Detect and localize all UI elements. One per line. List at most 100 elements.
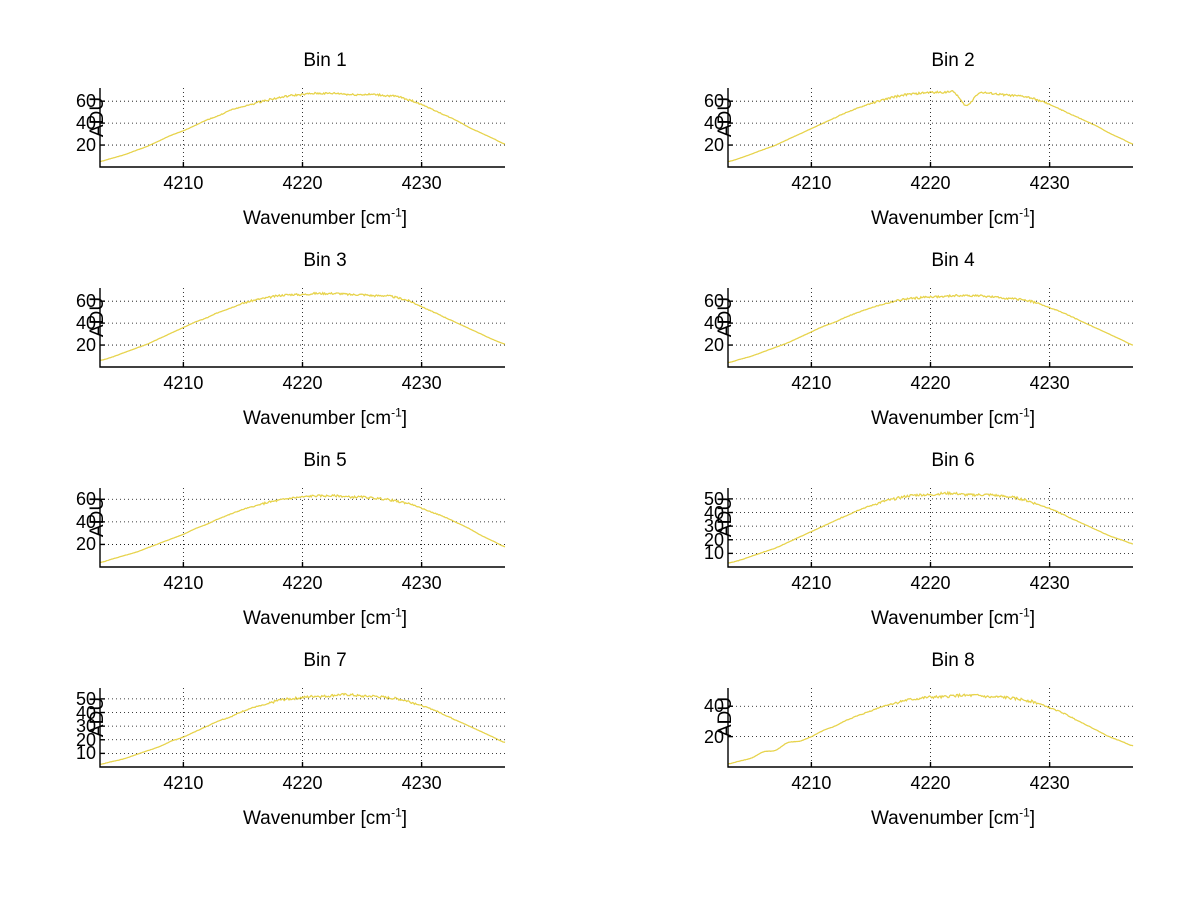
x-tick-label: 4220 — [910, 573, 951, 593]
spectrum-plot — [99, 488, 506, 568]
x-tick-label: 4210 — [163, 573, 204, 593]
x-tick-label: 4210 — [163, 773, 204, 793]
data-series-line — [727, 90, 1134, 163]
subplot-panel: Bin 2 ADU 20 40 60 4210 4220 4230 Wavenumber [cm… — [673, 50, 1200, 250]
y-tick-label: 60 — [703, 291, 724, 312]
panel-title: Bin 6 — [931, 450, 975, 471]
x-tick-label: 4220 — [282, 773, 323, 793]
x-axis-label-exponent: -1 — [1019, 805, 1030, 820]
y-tick-label: 60 — [703, 91, 724, 112]
y-tick-label: 60 — [75, 91, 96, 112]
axis-lines — [99, 488, 505, 568]
x-axis-label: Wavenumber [cm-1] — [673, 405, 1200, 430]
x-axis-label-suffix: ] — [401, 808, 408, 829]
subplot-panel: Bin 3 ADU 20 40 60 4210 4220 4230 Wavenumber [cm… — [45, 250, 605, 450]
x-axis-label-prefix: Wavenumber [cm — [870, 408, 1020, 429]
x-axis-label: Wavenumber [cm-1] — [673, 605, 1200, 630]
y-tick-label: 20 — [75, 135, 96, 156]
axis-lines — [727, 288, 1133, 368]
spectrum-plot — [727, 88, 1134, 168]
y-tick-label: 20 — [75, 335, 96, 356]
subplot-panel: Bin 1 ADU 20 40 60 4210 4220 4230 Wavenumber [cm… — [45, 50, 605, 250]
y-tick-label: 40 — [75, 313, 96, 334]
x-axis-label-exponent: -1 — [1019, 405, 1030, 420]
x-axis-label-suffix: ] — [1029, 608, 1036, 629]
x-axis-label-suffix: ] — [401, 208, 408, 229]
y-tick-label: 40 — [703, 113, 724, 134]
x-tick-label: 4220 — [282, 573, 323, 593]
plot-area: ADU 20 40 4210 4220 4230 — [704, 688, 1134, 793]
overlay-series-line — [99, 291, 506, 361]
x-tick-label: 4230 — [401, 173, 442, 193]
data-series-line — [727, 692, 1134, 765]
x-axis-label-exponent: -1 — [391, 405, 402, 420]
data-series-line — [99, 291, 506, 362]
y-tick-label: 20 — [703, 726, 724, 747]
y-tick-label: 50 — [703, 488, 724, 509]
y-tick-label: 40 — [703, 502, 724, 523]
x-tick-label: 4230 — [1029, 173, 1070, 193]
plot-area: ADU 20 40 60 4210 4220 4230 — [704, 288, 1134, 393]
panel-title: Bin 8 — [931, 650, 975, 671]
x-axis-label-suffix: ] — [1029, 208, 1036, 229]
x-tick-label: 4210 — [791, 373, 832, 393]
x-axis-label-suffix: ] — [401, 608, 408, 629]
x-tick-label: 4210 — [791, 173, 832, 193]
x-tick-label: 4210 — [791, 573, 832, 593]
x-tick-label: 4210 — [163, 173, 204, 193]
spectrum-plot — [99, 88, 506, 168]
y-tick-label: 20 — [75, 534, 96, 555]
x-tick-label: 4220 — [910, 373, 951, 393]
x-axis-label-prefix: Wavenumber [cm — [242, 408, 392, 429]
data-series-line — [99, 91, 506, 163]
plot-area: ADU 20 40 60 4210 4220 4230 — [704, 88, 1134, 193]
x-axis-label-prefix: Wavenumber [cm — [242, 808, 392, 829]
panel-title: Bin 4 — [931, 250, 975, 271]
x-axis-label-suffix: ] — [401, 408, 408, 429]
axis-lines — [727, 88, 1133, 168]
y-tick-label: 20 — [703, 529, 724, 550]
x-tick-label: 4220 — [910, 773, 951, 793]
data-series-line — [727, 293, 1134, 364]
data-series-line — [727, 490, 1134, 564]
x-axis-label: Wavenumber [cm-1] — [45, 605, 605, 630]
x-tick-label: 4230 — [1029, 573, 1070, 593]
x-tick-label: 4230 — [1029, 773, 1070, 793]
spectrum-plot — [99, 288, 506, 368]
x-tick-label: 4220 — [910, 173, 951, 193]
x-tick-label: 4210 — [163, 373, 204, 393]
subplot-panel: Bin 8 ADU 20 40 4210 4220 4230 Wavenumber [cm-1… — [673, 650, 1200, 850]
x-axis-label: Wavenumber [cm-1] — [45, 807, 605, 830]
x-axis-label-exponent: -1 — [1019, 605, 1030, 620]
x-axis-label: Wavenumber [cm-1] — [45, 405, 605, 430]
subplot-panel: Bin 6 ADU 10 20 30 40 50 4210 4220 4230 Wavenumber… — [673, 450, 1200, 650]
x-axis-label-prefix: Wavenumber [cm — [242, 608, 392, 629]
overlay-series-line — [99, 91, 506, 162]
panel-title: Bin 2 — [931, 50, 975, 71]
y-tick-label: 10 — [75, 743, 96, 764]
x-axis-label-exponent: -1 — [1019, 205, 1030, 220]
y-tick-label: 30 — [703, 516, 724, 537]
x-axis-label: Wavenumber [cm-1] — [673, 205, 1200, 230]
x-tick-label: 4210 — [791, 773, 832, 793]
x-tick-label: 4230 — [1029, 373, 1070, 393]
x-axis-label: Wavenumber [cm-1] — [45, 205, 605, 230]
x-axis-label-exponent: -1 — [391, 605, 402, 620]
y-tick-label: 30 — [75, 716, 96, 737]
x-axis-label-prefix: Wavenumber [cm — [242, 208, 392, 229]
x-axis-label-exponent: -1 — [391, 205, 402, 220]
spectrum-plot — [727, 688, 1134, 768]
plot-area: ADU 10 20 30 40 50 4210 4220 4230 — [704, 488, 1134, 593]
plot-area: ADU 20 40 60 4210 4220 4230 — [76, 288, 506, 393]
axis-lines — [727, 488, 1133, 568]
x-axis-label-suffix: ] — [1029, 808, 1036, 829]
subplot-panel: Bin 4 ADU 20 40 60 4210 4220 4230 Wavenumber [cm… — [673, 250, 1200, 450]
y-tick-label: 60 — [75, 489, 96, 510]
spectrum-plot — [727, 488, 1134, 568]
y-tick-label: 40 — [703, 696, 724, 717]
axis-lines — [99, 288, 505, 368]
x-tick-label: 4230 — [401, 573, 442, 593]
y-tick-label: 60 — [75, 291, 96, 312]
x-tick-label: 4230 — [401, 373, 442, 393]
